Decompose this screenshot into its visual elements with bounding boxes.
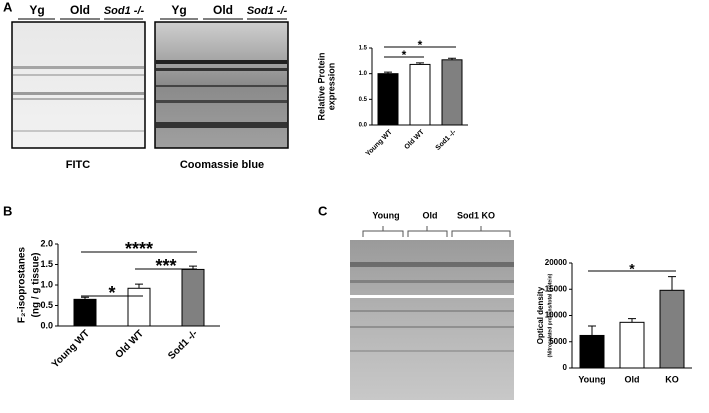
- y-tick-label: 2.0: [40, 238, 53, 248]
- y-tick-label: 0.0: [359, 123, 368, 129]
- gel-nitro: [350, 240, 514, 400]
- y-tick-label: 1.0: [359, 71, 368, 77]
- error-bar: [668, 276, 676, 291]
- lane-label: Sod1 -/-: [247, 5, 288, 17]
- x-tick-label: Sod1 -/-: [166, 328, 200, 362]
- lane-label: Yg: [171, 3, 186, 17]
- bar: [441, 59, 463, 126]
- lane-label: Sod1 -/-: [104, 5, 145, 17]
- x-tick-label: Sod1 -/-: [435, 128, 459, 152]
- y-tick-label: 0.0: [40, 320, 53, 330]
- x-tick-label: KO: [665, 374, 679, 384]
- x-tick-label: Old: [625, 374, 640, 384]
- y-tick-label: 10000: [545, 311, 568, 320]
- gel-fitc: [11, 21, 146, 149]
- gel-caption: Coomassie blue: [180, 159, 264, 171]
- panel-label: C: [318, 203, 328, 218]
- bar: [409, 63, 431, 126]
- y-tick-label: 20000: [545, 258, 568, 267]
- bar: [579, 334, 605, 369]
- y-tick-label: 15000: [545, 284, 568, 293]
- significance-label: *: [629, 260, 635, 276]
- lane-label: Old: [423, 210, 438, 220]
- x-tick-label: Young WT: [50, 328, 92, 370]
- x-tick-label: Young: [578, 374, 605, 384]
- significance-label: *: [418, 38, 423, 52]
- significance-label: ***: [155, 256, 176, 276]
- panel-label: A: [3, 0, 13, 14]
- error-bar: [588, 325, 596, 336]
- y-axis-label: expression: [326, 63, 336, 111]
- x-tick-label: Old WT: [113, 328, 146, 361]
- y-axis-label: (ng / g tissue): [31, 253, 42, 318]
- x-tick-label: Young WT: [365, 128, 395, 158]
- y-axis-label: F₂-isoprostanes: [17, 247, 28, 324]
- bar: [181, 268, 205, 327]
- bar: [127, 287, 151, 327]
- lane-label: Sod1 KO: [457, 210, 495, 220]
- bar: [73, 298, 97, 327]
- panel-label: B: [3, 203, 12, 218]
- bar: [659, 289, 685, 369]
- lane-label: Yg: [29, 3, 44, 17]
- error-bar: [448, 57, 456, 60]
- x-tick-label: Old WT: [403, 128, 426, 151]
- y-tick-label: 5000: [549, 337, 567, 346]
- y-tick-label: 0.5: [40, 300, 53, 310]
- error-bar: [416, 62, 424, 65]
- y-axis-label: Relative Protein: [316, 52, 326, 120]
- y-tick-label: 0.5: [359, 97, 368, 103]
- lane-label: Old: [213, 3, 233, 17]
- lane-brackets: [362, 226, 511, 237]
- error-bar: [384, 71, 392, 74]
- y-tick-label: 0: [563, 363, 568, 372]
- lane-label: Young: [372, 210, 399, 220]
- bar: [377, 73, 399, 126]
- error-bar: [628, 318, 636, 323]
- y-tick-label: 1.5: [40, 259, 53, 269]
- y-tick-label: 1.0: [40, 279, 53, 289]
- bar: [619, 321, 645, 369]
- error-bar: [135, 283, 143, 289]
- error-bar: [81, 296, 89, 300]
- y-axis-label: Optical density: [536, 286, 545, 344]
- y-axis-label: (Nitrosylated proteins/total protein): [547, 273, 553, 357]
- significance-label: *: [108, 283, 115, 303]
- gel-coomassie: [154, 21, 289, 149]
- gel-caption: FITC: [66, 159, 90, 171]
- y-tick-label: 1.5: [359, 46, 368, 52]
- significance-label: *: [402, 48, 407, 62]
- lane-label: Old: [70, 3, 90, 17]
- significance-label: ****: [125, 239, 153, 259]
